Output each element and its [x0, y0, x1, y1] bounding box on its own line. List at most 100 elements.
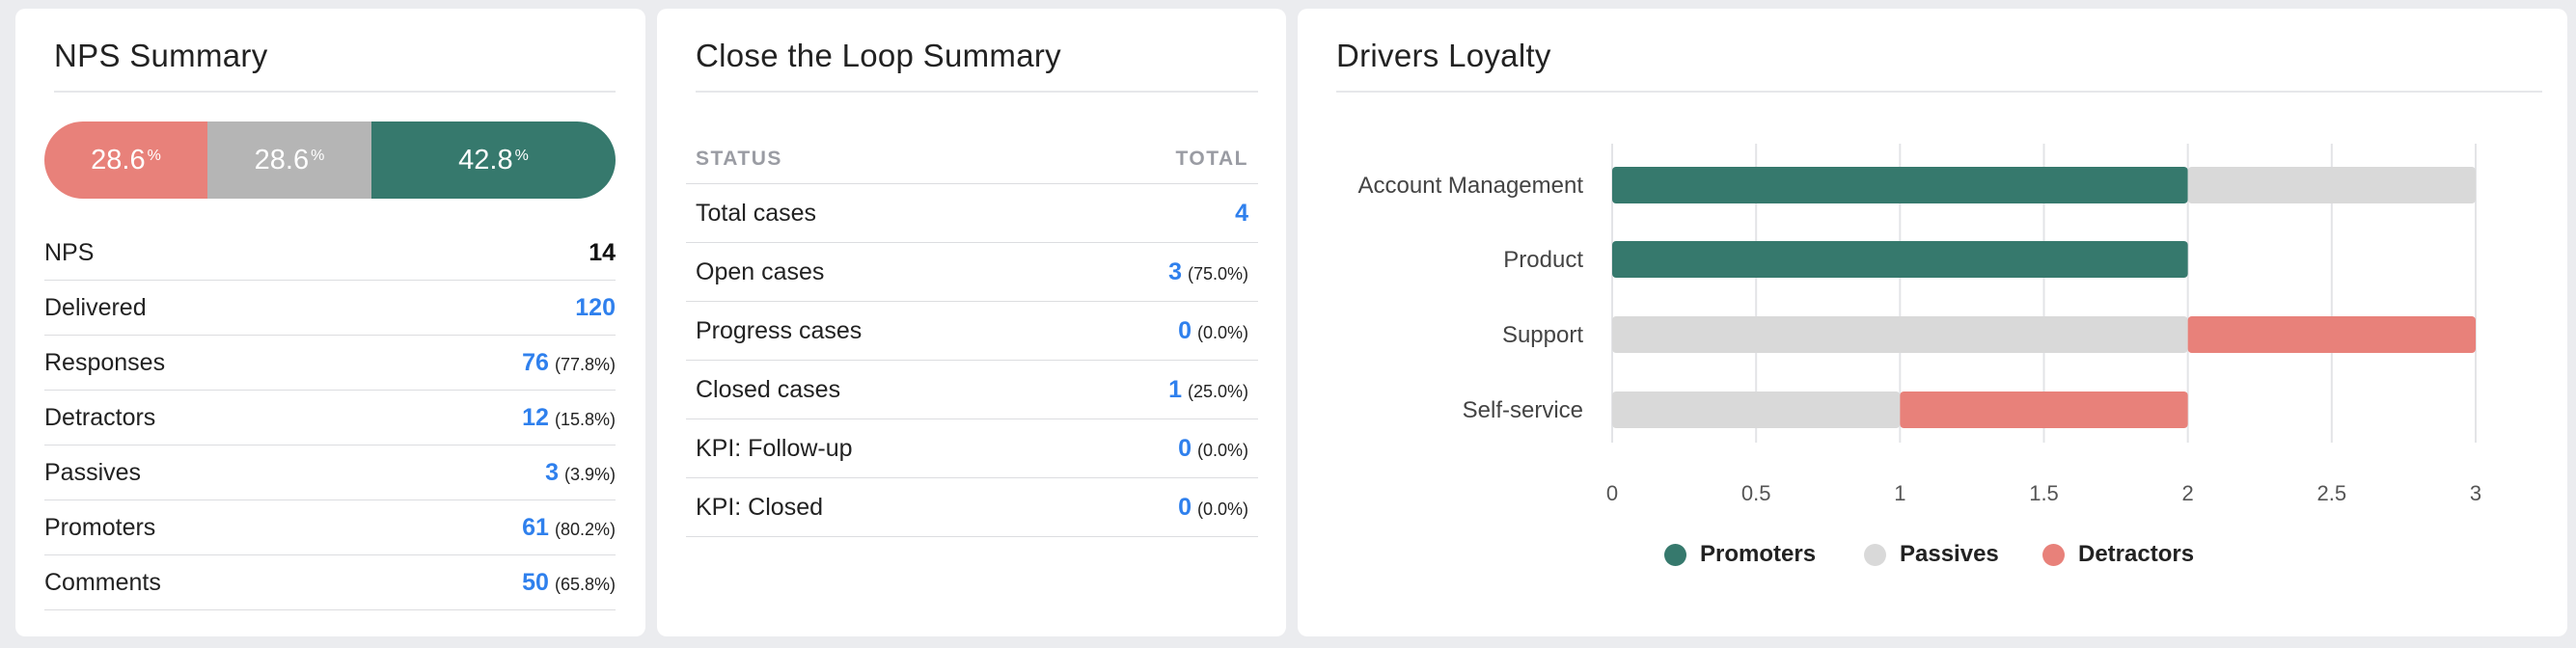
- category-label: Account Management: [1358, 173, 1584, 199]
- stat-label: NPS: [44, 238, 95, 266]
- bar-detractors[interactable]: [2187, 316, 2476, 353]
- stat-value: 14: [589, 238, 616, 266]
- nps-stats-list: NPS 14 Delivered 120 Responses 76 (77.8%)…: [44, 226, 616, 610]
- stat-label: Passives: [44, 458, 142, 486]
- bar-promoters[interactable]: [1612, 241, 2188, 278]
- stat-label: Responses: [44, 348, 166, 376]
- stat-row-promoters: Promoters 61 (80.2%): [44, 500, 616, 555]
- bar-detractors[interactable]: [1900, 392, 2188, 428]
- x-tick-label: 2.5: [2317, 481, 2347, 505]
- stat-percent: (3.9%): [563, 464, 616, 484]
- passives-percent: 28.6: [254, 144, 310, 176]
- row-label: Closed cases: [696, 375, 841, 403]
- nps-summary-card: NPS Summary 28.6% 28.6% 42.8% NPS 14 Del…: [15, 9, 645, 636]
- legend-item-passives[interactable]: Passives: [1864, 541, 1999, 568]
- drivers-loyalty-title: Drivers Loyalty: [1336, 38, 1551, 73]
- row-percent: (0.0%): [1196, 499, 1248, 519]
- stat-label: Comments: [44, 568, 161, 596]
- x-tick-label: 0.5: [1741, 481, 1771, 505]
- row-percent: (0.0%): [1196, 322, 1248, 342]
- table-row: KPI: Closed 0 (0.0%): [686, 478, 1258, 537]
- legend-item-detractors[interactable]: Detractors: [2042, 541, 2194, 568]
- row-label: Progress cases: [696, 316, 863, 344]
- table-row: Closed cases 1 (25.0%): [686, 361, 1258, 419]
- stat-row-comments: Comments 50 (65.8%): [44, 555, 616, 610]
- legend-label: Detractors: [2078, 541, 2195, 567]
- stat-row-nps: NPS 14: [44, 226, 616, 281]
- bar-passives[interactable]: [1612, 316, 2188, 353]
- table-row: KPI: Follow-up 0 (0.0%): [686, 419, 1258, 478]
- row-value-link[interactable]: 0: [1178, 316, 1192, 344]
- category-label: Self-service: [1463, 397, 1583, 423]
- title-divider: [696, 91, 1258, 93]
- row-value-link[interactable]: 0: [1178, 434, 1192, 462]
- stat-row-delivered: Delivered 120: [44, 281, 616, 336]
- stat-value-link[interactable]: 50: [522, 568, 549, 596]
- row-percent: (25.0%): [1187, 381, 1248, 401]
- row-value-link[interactable]: 1: [1168, 375, 1182, 403]
- row-label: Open cases: [696, 257, 825, 285]
- stat-percent: (77.8%): [554, 354, 616, 374]
- column-header-total: TOTAL: [1175, 147, 1248, 170]
- row-value-link[interactable]: 4: [1235, 199, 1248, 227]
- category-label: Product: [1503, 247, 1583, 273]
- close-the-loop-table: STATUS TOTAL Total cases 4 Open cases 3(…: [686, 134, 1258, 537]
- bar-promoters[interactable]: [1612, 167, 2188, 203]
- stat-percent: (15.8%): [554, 409, 616, 429]
- title-divider: [54, 91, 616, 93]
- row-value-link[interactable]: 3: [1168, 257, 1182, 285]
- drivers-loyalty-chart: 0 0.5 1 1.5 2 2.5 3 Account Management Product Su…: [1358, 144, 2481, 505]
- legend-swatch: [1864, 543, 1886, 566]
- legend-item-promoters[interactable]: Promoters: [1664, 541, 1816, 568]
- stat-percent: (65.8%): [554, 574, 616, 594]
- nps-summary-title: NPS Summary: [54, 38, 268, 73]
- category-label: Support: [1502, 322, 1583, 348]
- table-row: Open cases 3 (75.0%): [686, 243, 1258, 302]
- detractors-percent: 28.6: [91, 144, 146, 176]
- stat-value-link[interactable]: 61: [522, 513, 549, 541]
- promoters-segment[interactable]: 42.8%: [371, 122, 616, 199]
- legend-label: Promoters: [1700, 541, 1817, 567]
- nps-distribution-bar: 28.6% 28.6% 42.8%: [44, 122, 616, 199]
- bar-passives[interactable]: [2187, 167, 2476, 203]
- passives-segment[interactable]: 28.6%: [207, 122, 371, 199]
- stat-row-responses: Responses 76 (77.8%): [44, 336, 616, 391]
- stat-label: Detractors: [44, 403, 156, 431]
- x-tick-label: 1: [1894, 481, 1905, 505]
- row-value-link[interactable]: 0: [1178, 493, 1192, 521]
- stat-row-detractors: Detractors 12 (15.8%): [44, 391, 616, 446]
- table-row: Total cases 4: [686, 184, 1258, 243]
- stat-label: Promoters: [44, 513, 156, 541]
- stat-row-passives: Passives 3 (3.9%): [44, 446, 616, 500]
- table-row: Progress cases 0 (0.0%): [686, 302, 1258, 361]
- stat-percent: (80.2%): [554, 519, 616, 539]
- row-label: KPI: Follow-up: [696, 434, 853, 462]
- promoters-percent: 42.8: [458, 144, 513, 176]
- bar-passives[interactable]: [1612, 392, 1901, 428]
- title-divider: [1336, 91, 2542, 93]
- x-tick-label: 1.5: [2029, 481, 2059, 505]
- x-tick-label: 0: [1606, 481, 1618, 505]
- table-header: STATUS TOTAL: [686, 134, 1258, 184]
- row-label: KPI: Closed: [696, 493, 824, 521]
- stat-value-link[interactable]: 12: [522, 403, 549, 431]
- row-label: Total cases: [696, 199, 817, 227]
- column-header-status: STATUS: [696, 147, 782, 170]
- x-tick-label: 2: [2182, 481, 2194, 505]
- percent-sign: %: [311, 148, 325, 164]
- legend-swatch: [1664, 543, 1686, 566]
- legend-label: Passives: [1900, 541, 1999, 567]
- close-the-loop-title: Close the Loop Summary: [696, 38, 1061, 73]
- legend-swatch: [2042, 543, 2065, 566]
- x-tick-label: 3: [2470, 481, 2481, 505]
- stat-value-link[interactable]: 120: [575, 293, 616, 321]
- row-percent: (0.0%): [1196, 440, 1248, 460]
- close-the-loop-card: Close the Loop Summary STATUS TOTAL Tota…: [657, 9, 1286, 636]
- percent-sign: %: [514, 148, 529, 164]
- stat-label: Delivered: [44, 293, 147, 321]
- detractors-segment[interactable]: 28.6%: [44, 122, 207, 199]
- stat-value-link[interactable]: 3: [545, 458, 559, 486]
- percent-sign: %: [147, 148, 161, 164]
- stat-value-link[interactable]: 76: [522, 348, 549, 376]
- row-percent: (75.0%): [1187, 263, 1248, 284]
